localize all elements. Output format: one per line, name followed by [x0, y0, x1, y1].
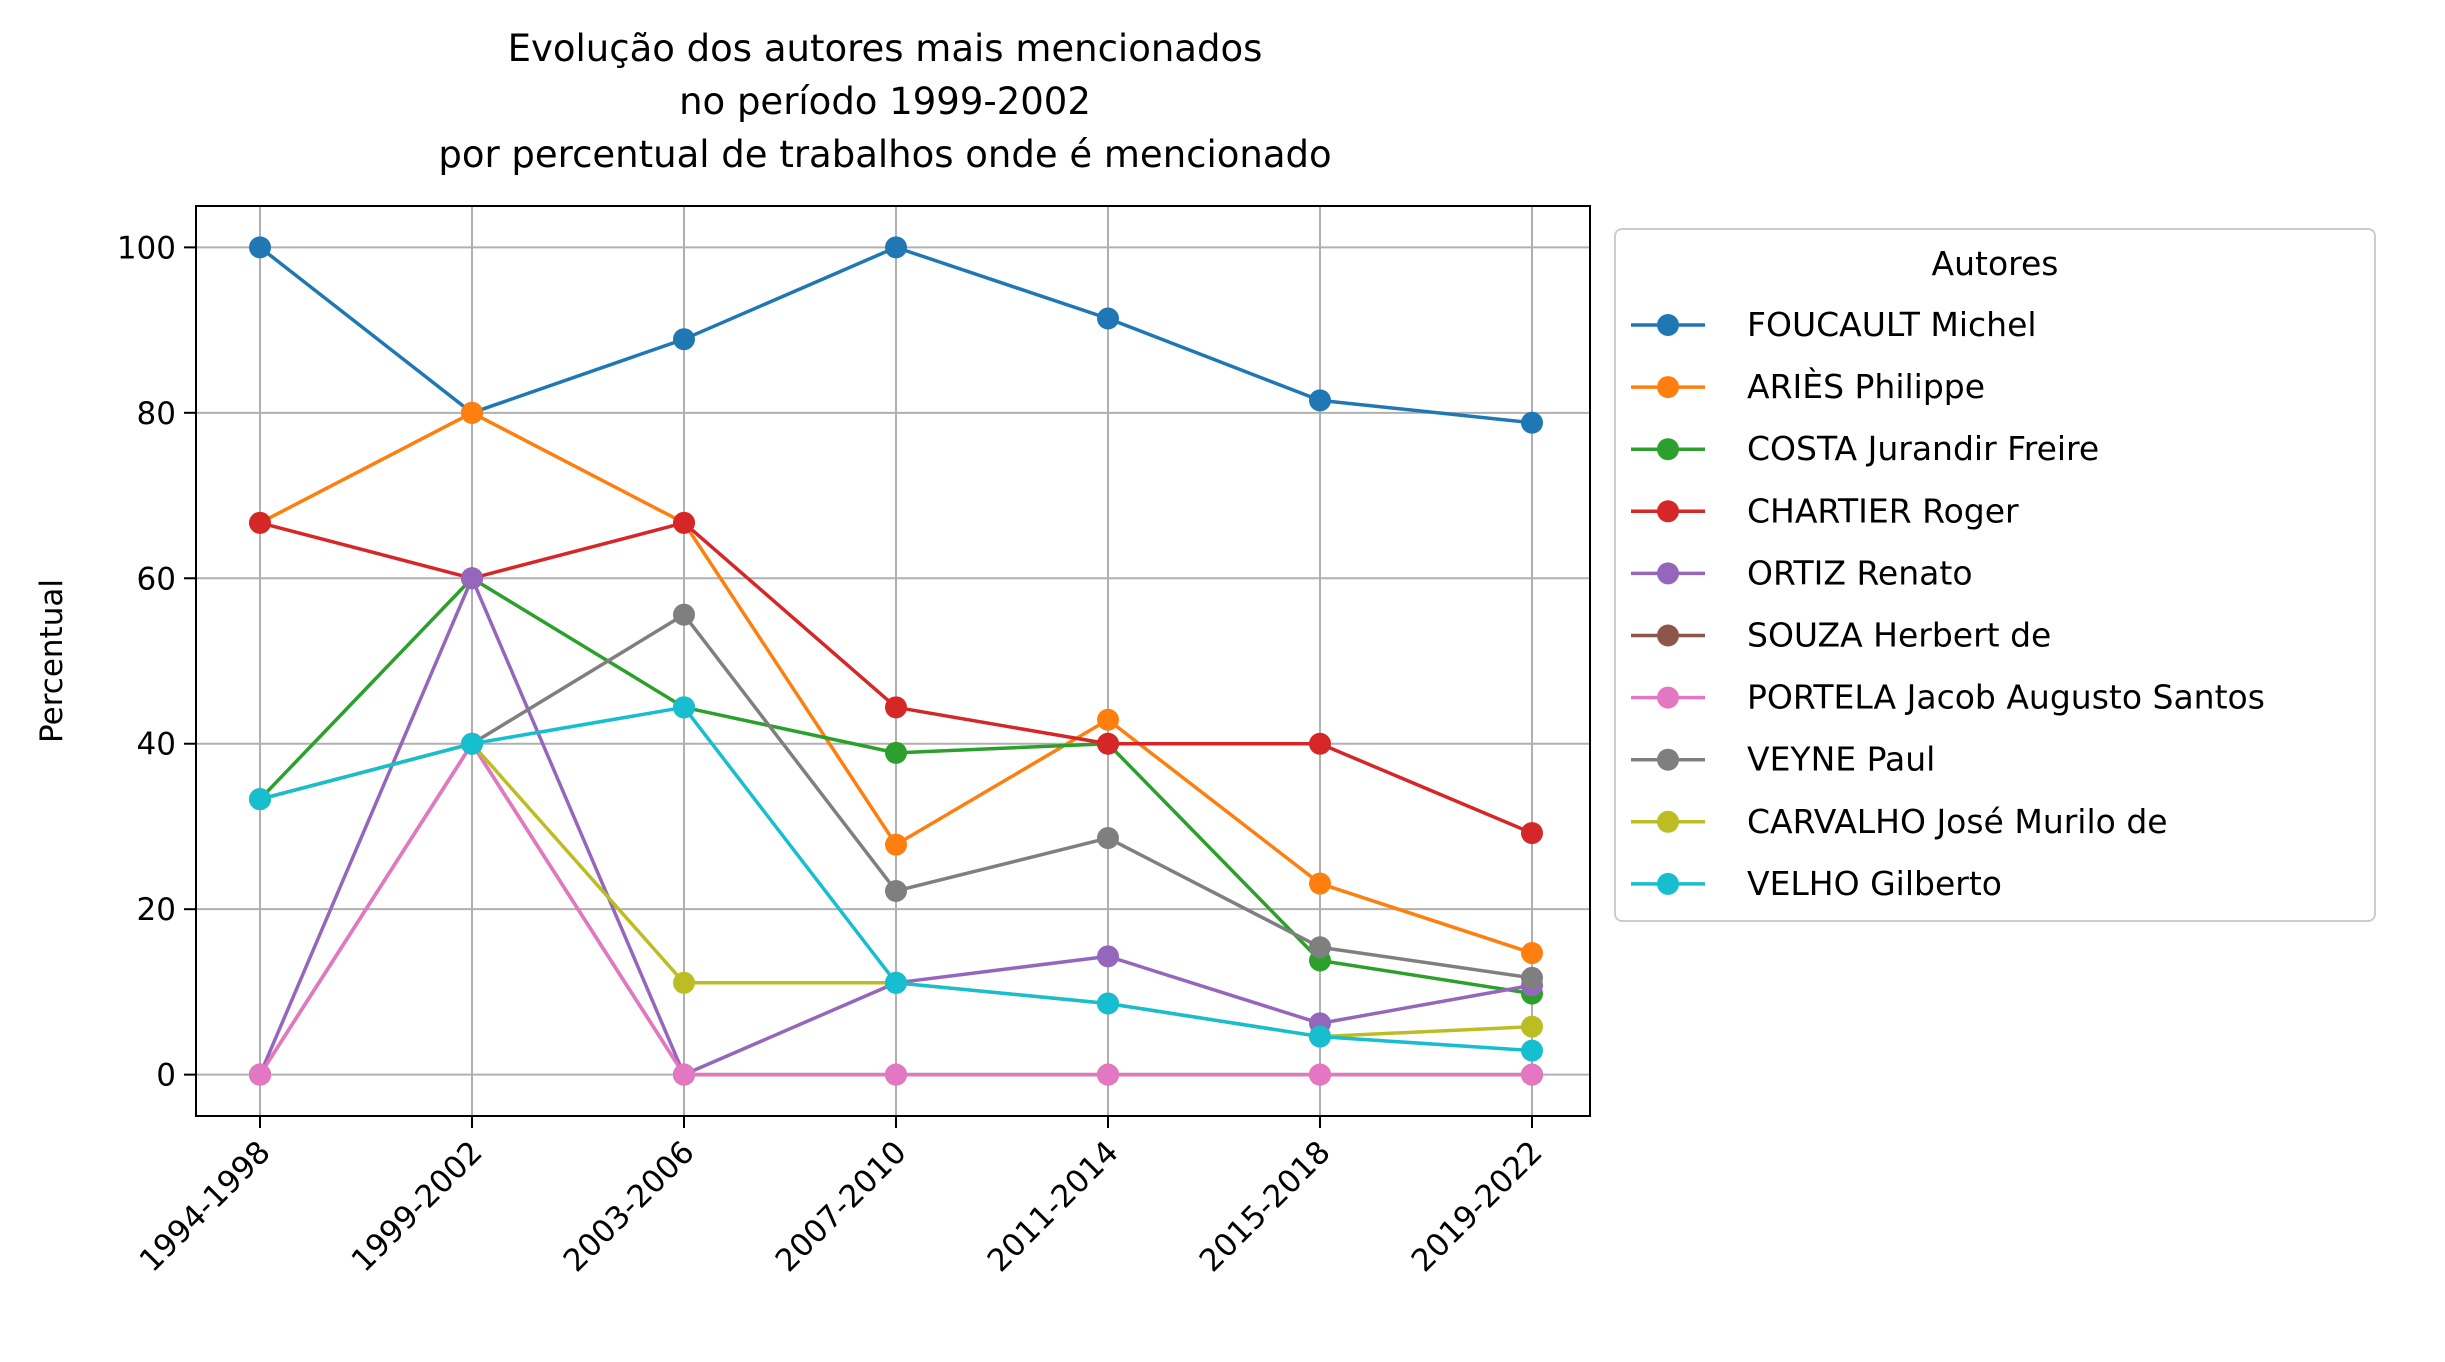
data-point — [1309, 936, 1331, 959]
data-point — [1097, 732, 1119, 755]
data-point — [249, 511, 271, 534]
data-point — [885, 833, 907, 856]
legend-marker — [1657, 376, 1679, 399]
legend-label: SOUZA Herbert de — [1747, 616, 2051, 655]
data-point — [1309, 1063, 1331, 1086]
data-point — [1309, 732, 1331, 755]
data-point — [1521, 1039, 1543, 1062]
legend-marker — [1657, 562, 1679, 585]
legend-marker — [1657, 438, 1679, 461]
legend-title: Autores — [1932, 244, 2059, 283]
data-point — [885, 1063, 907, 1086]
data-point — [885, 741, 907, 764]
legend-marker — [1657, 810, 1679, 833]
legend-item: CARVALHO José Murilo de — [1631, 802, 2168, 841]
legend: Autores FOUCAULT Michel ARIÈS Philippe COS… — [1614, 228, 2376, 922]
y-tick-label: 20 — [137, 892, 176, 928]
data-point — [673, 603, 695, 626]
legend-marker — [1657, 314, 1679, 336]
legend-label: ARIÈS Philippe — [1747, 366, 1985, 406]
legend-label: ORTIZ Renato — [1747, 553, 1973, 592]
data-point — [461, 567, 483, 590]
data-point — [673, 511, 695, 534]
y-tick-label: 40 — [137, 727, 176, 763]
data-point — [673, 696, 695, 719]
data-point — [1097, 307, 1119, 330]
chart-title-line-1: Evolução dos autores mais mencionados — [508, 27, 1263, 70]
legend-item: COSTA Jurandir Freire — [1631, 429, 2099, 468]
data-point — [461, 732, 483, 755]
data-point — [1309, 872, 1331, 895]
legend-marker — [1657, 500, 1679, 523]
chart-title-line-3: por percentual de trabalhos onde é menci… — [438, 133, 1331, 176]
data-point — [673, 328, 695, 351]
y-tick-label: 60 — [137, 561, 176, 597]
data-point — [1521, 966, 1543, 989]
legend-label: VEYNE Paul — [1747, 740, 1935, 779]
chart-title: Evolução dos autores mais mencionados no… — [438, 27, 1331, 176]
y-tick-label: 100 — [117, 230, 176, 266]
legend-box — [1614, 228, 2376, 922]
legend-label: CARVALHO José Murilo de — [1747, 802, 2168, 841]
legend-label: VELHO Gilberto — [1747, 864, 2002, 903]
data-point — [1521, 411, 1543, 434]
series-10 — [249, 696, 1543, 1062]
legend-marker — [1657, 624, 1679, 647]
legend-label: PORTELA Jacob Augusto Santos — [1747, 678, 2265, 717]
data-point — [1309, 389, 1331, 412]
data-point — [1097, 1063, 1119, 1086]
legend-label: CHARTIER Roger — [1747, 491, 2019, 530]
data-point — [1521, 822, 1543, 845]
legend-item: VELHO Gilberto — [1631, 864, 2002, 903]
chart-title-line-2: no período 1999-2002 — [679, 80, 1091, 123]
data-point — [249, 1063, 271, 1086]
legend-marker — [1657, 872, 1679, 895]
data-point — [1521, 942, 1543, 965]
data-point — [1097, 708, 1119, 731]
legend-label: FOUCAULT Michel — [1747, 305, 2037, 344]
data-point — [461, 401, 483, 424]
data-point — [673, 971, 695, 994]
data-point — [1097, 945, 1119, 968]
legend-items: FOUCAULT Michel ARIÈS Philippe COSTA Juran… — [1631, 305, 2265, 903]
legend-item: FOUCAULT Michel — [1631, 305, 2037, 344]
data-point — [1097, 992, 1119, 1015]
y-axis-label: Percentual — [34, 579, 70, 743]
legend-item: ARIÈS Philippe — [1631, 366, 1985, 406]
series-lines — [249, 236, 1543, 1086]
legend-item: VEYNE Paul — [1631, 740, 1935, 779]
data-point — [1097, 827, 1119, 850]
data-point — [1521, 1063, 1543, 1086]
data-point — [249, 788, 271, 811]
y-axis: 0 20 40 60 80 100 — [117, 230, 196, 1094]
legend-marker — [1657, 748, 1679, 771]
data-point — [885, 236, 907, 259]
y-tick-label: 80 — [137, 396, 176, 432]
data-point — [1521, 1015, 1543, 1038]
data-point — [885, 879, 907, 902]
legend-item: ORTIZ Renato — [1631, 553, 1973, 592]
legend-marker — [1657, 686, 1679, 709]
y-tick-label: 0 — [156, 1058, 176, 1094]
data-point — [885, 971, 907, 994]
legend-item: SOUZA Herbert de — [1631, 616, 2051, 655]
data-point — [249, 236, 271, 259]
data-point — [885, 696, 907, 719]
plot-frame — [195, 205, 1591, 1117]
legend-item: PORTELA Jacob Augusto Santos — [1631, 678, 2265, 717]
data-point — [1309, 1025, 1331, 1048]
legend-label: COSTA Jurandir Freire — [1747, 429, 2099, 468]
data-point — [673, 1063, 695, 1086]
legend-item: CHARTIER Roger — [1631, 491, 2019, 530]
